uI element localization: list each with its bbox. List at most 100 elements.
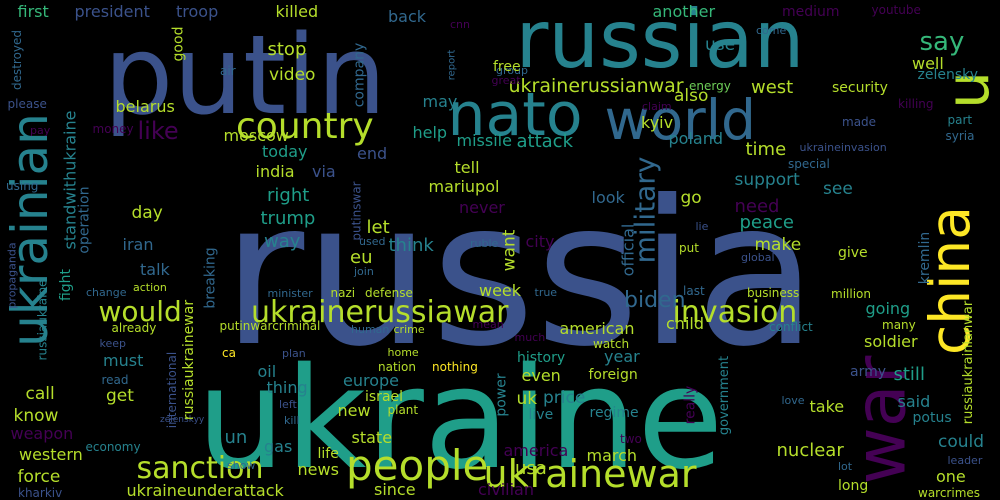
word-many: many — [882, 318, 916, 332]
word-trump: trump — [260, 208, 316, 229]
word-uk: uk — [516, 388, 538, 409]
word-kill: kill — [284, 413, 300, 427]
word-love: love — [781, 393, 805, 407]
word-syria: syria — [945, 129, 975, 143]
word-putin: putin — [103, 11, 387, 139]
word-group: group — [496, 63, 528, 77]
word-human: human — [351, 322, 390, 336]
word-american: american — [559, 319, 635, 338]
word-show: show — [227, 458, 256, 472]
word-europe: europe — [343, 371, 399, 390]
word-made: made — [842, 115, 877, 129]
word-kyiv: kyiv — [641, 113, 674, 132]
word-support: support — [734, 169, 800, 190]
word-using: using — [6, 179, 39, 193]
word-watch: watch — [593, 337, 630, 351]
word-look: look — [591, 188, 625, 207]
word-lie: lie — [695, 219, 709, 233]
word-march: march — [586, 446, 638, 465]
word-crime: crime — [393, 322, 425, 336]
word-put: put — [679, 241, 699, 255]
word-youtube: youtube — [871, 3, 921, 17]
word-well: well — [912, 54, 944, 73]
word-nation: nation — [378, 360, 416, 374]
word-join: join — [354, 264, 374, 278]
word-potus: potus — [912, 410, 952, 426]
word-mariupol: mariupol — [428, 177, 500, 196]
word-good: good — [169, 26, 186, 62]
word-government: government — [716, 355, 732, 435]
word-russian: russian — [515, 0, 805, 86]
word-child: child — [666, 314, 704, 333]
word-killed: killed — [275, 2, 319, 21]
word-killing: killing — [898, 97, 934, 111]
word-already: already — [111, 321, 157, 335]
word-like: like — [137, 117, 179, 145]
word-going: going — [865, 299, 911, 318]
word-know: know — [13, 405, 59, 426]
word-week: week — [479, 281, 522, 300]
word-company: company — [350, 42, 367, 108]
word-russiaukraine: russiaukraine — [34, 279, 49, 361]
word-new: new — [337, 401, 371, 420]
word-breaking: breaking — [202, 247, 219, 309]
word-nuclear: nuclear — [776, 440, 844, 461]
word-medium: medium — [782, 4, 840, 20]
word-poland: poland — [668, 129, 724, 148]
word-sanction: sanction — [136, 451, 264, 486]
word-really: really — [681, 385, 698, 425]
word-video: video — [269, 64, 316, 85]
word-business: business — [747, 286, 800, 300]
word-troop: troop — [176, 2, 219, 21]
word-take: take — [809, 397, 845, 416]
word-million: million — [831, 287, 871, 301]
word-regime: regime — [589, 405, 639, 421]
word-price: price — [543, 387, 586, 408]
word-force: force — [17, 466, 61, 487]
word-civilian: civilian — [478, 480, 534, 499]
word-city: city — [525, 232, 555, 251]
word-nazi: nazi — [330, 286, 356, 300]
word-russia: russia — [222, 158, 818, 391]
word-ca: ca — [222, 346, 236, 360]
word-talk: talk — [140, 260, 170, 279]
word-may: may — [422, 92, 458, 111]
word-would: would — [98, 295, 182, 328]
word-please: please — [7, 97, 47, 111]
word-time: time — [745, 139, 787, 160]
word-stop: stop — [267, 39, 307, 60]
word-change: change — [86, 285, 127, 299]
word-pay: pay — [30, 123, 51, 137]
word-read: read — [101, 373, 129, 387]
word-cnn: cnn — [450, 17, 470, 31]
word-kremlin: kremlin — [917, 231, 934, 285]
word-west: west — [751, 77, 794, 98]
word-usa: usa — [515, 458, 547, 479]
word-moscow: moscow — [223, 126, 289, 145]
word-economy: economy — [85, 440, 141, 454]
word-tell: tell — [454, 158, 480, 177]
word-used: used — [359, 234, 386, 248]
word-say: say — [919, 27, 965, 57]
word-said: said — [897, 392, 931, 411]
word-ukraine: ukraine — [196, 338, 724, 500]
word-day: day — [131, 202, 163, 223]
word-people: people — [346, 441, 489, 490]
word-two: two — [620, 432, 642, 446]
word-eu: eu — [350, 247, 373, 268]
word-western: western — [19, 445, 83, 464]
word-use: use — [705, 34, 736, 55]
word-russiaukrainewar: russiaukrainewar — [181, 299, 198, 421]
word-kharkiv: kharkiv — [18, 486, 63, 500]
word-mean: mean — [472, 317, 504, 331]
word-attack: attack — [516, 131, 574, 152]
word-never: never — [459, 198, 505, 217]
word-let: let — [366, 217, 390, 238]
word-ukrainerussianwar: ukrainerussianwar — [508, 74, 684, 97]
word-even: even — [521, 366, 561, 385]
word-get: get — [106, 385, 134, 406]
word-destroyed: destroyed — [10, 29, 25, 91]
word-israel: israel — [365, 389, 404, 405]
word-another: another — [652, 2, 716, 21]
word-energy: energy — [689, 79, 731, 93]
